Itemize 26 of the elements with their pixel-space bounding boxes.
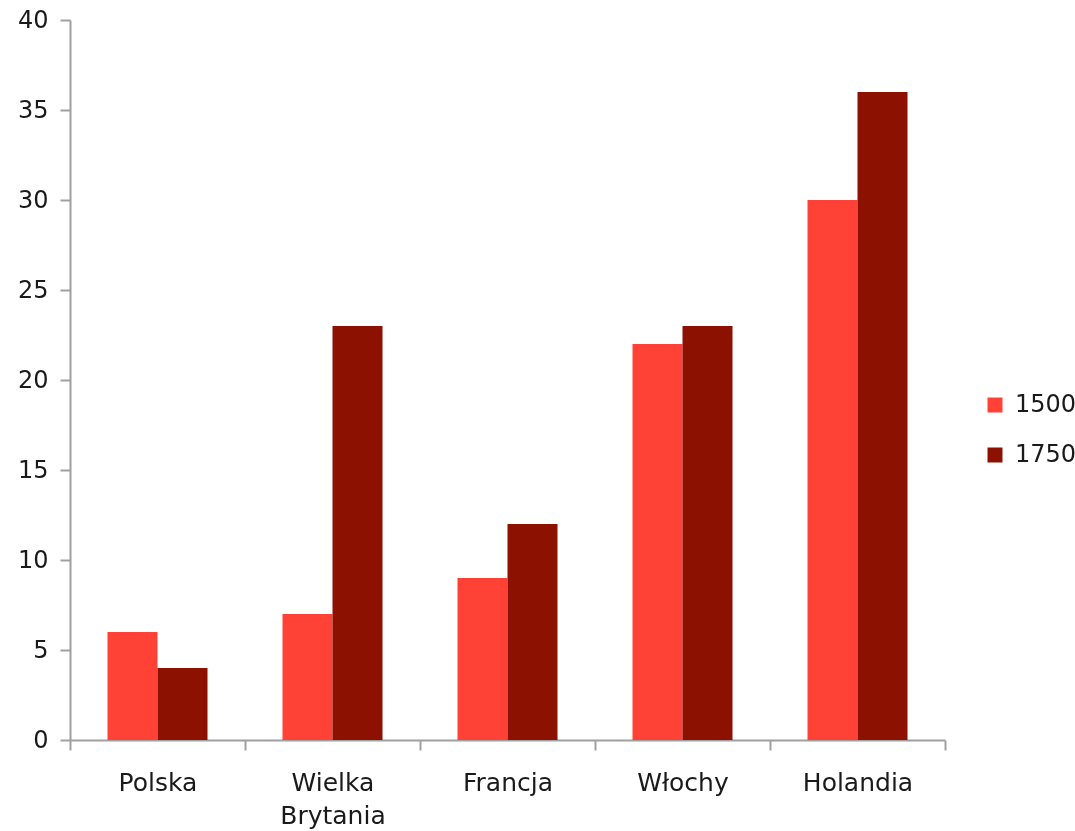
bar xyxy=(682,326,733,740)
y-tick-label: 30 xyxy=(17,185,49,214)
x-tick-label: Włochy xyxy=(637,767,729,797)
bar xyxy=(107,632,158,740)
bar xyxy=(807,200,858,740)
x-tick-label: Francja xyxy=(462,767,554,797)
bar xyxy=(282,614,333,740)
x-tick-label: Polska xyxy=(118,767,198,797)
y-tick-label: 5 xyxy=(33,635,49,664)
y-tick-label: 25 xyxy=(17,275,49,304)
bar xyxy=(157,668,208,740)
y-tick-label: 35 xyxy=(17,95,49,124)
y-tick-label: 15 xyxy=(17,455,49,484)
bar xyxy=(332,326,383,740)
y-tick-label: 20 xyxy=(17,365,49,394)
bar xyxy=(457,578,508,740)
bar xyxy=(632,344,683,740)
y-tick-label: 40 xyxy=(17,5,49,34)
x-tick-label: Holandia xyxy=(802,767,914,797)
y-tick-label: 10 xyxy=(17,545,49,574)
y-tick-label: 0 xyxy=(33,725,49,754)
bar xyxy=(507,524,558,740)
x-tick-label: Wielka Brytania xyxy=(280,767,386,830)
legend-label: 1500 xyxy=(1015,390,1075,418)
bar xyxy=(857,92,908,740)
legend-label: 1750 xyxy=(1015,440,1075,468)
